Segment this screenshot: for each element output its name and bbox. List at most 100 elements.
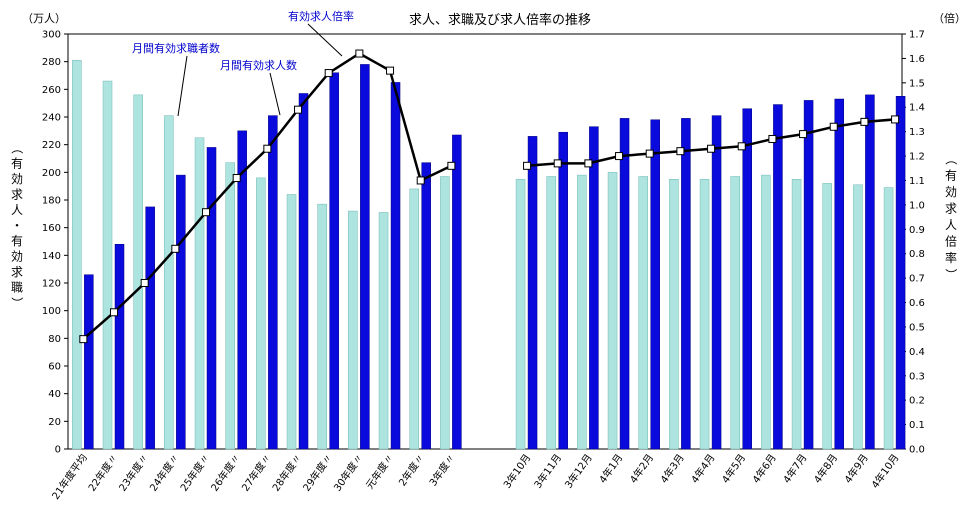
ratio-marker xyxy=(171,244,180,253)
openings-bar xyxy=(84,274,94,450)
left-axis-unit: （万人） xyxy=(22,12,66,25)
left-tick-label: 220 xyxy=(42,140,61,151)
left-axis-label: （有効求人・有効求職） xyxy=(10,142,24,309)
ratio-marker xyxy=(263,144,272,153)
axis-label-char: （ xyxy=(944,153,958,165)
openings-bar xyxy=(773,104,783,450)
seekers-bar xyxy=(409,188,419,450)
annotation-leader xyxy=(307,23,343,57)
seekers-bar xyxy=(546,176,556,450)
axis-label-char: 有 xyxy=(945,169,957,183)
ratio-marker xyxy=(737,142,746,151)
right-tick-label: 1.7 xyxy=(909,30,925,41)
left-tick-label: 160 xyxy=(42,223,61,234)
openings-bar xyxy=(421,162,431,450)
x-tick-label: 2年度〃 xyxy=(396,451,428,488)
right-tick-label: 0.8 xyxy=(909,249,925,260)
annotation-label: 月間有効求職者数 xyxy=(132,41,220,55)
left-tick-label: 100 xyxy=(42,306,61,317)
x-tick-label: 25年度〃 xyxy=(177,451,212,493)
openings-bar xyxy=(360,64,370,450)
right-tick-label: 1.5 xyxy=(909,78,925,89)
x-tick-label: 30年度〃 xyxy=(331,451,366,493)
x-tick-label: 27年度〃 xyxy=(239,451,274,493)
left-tick-label: 300 xyxy=(42,30,61,41)
right-tick-label: 1.3 xyxy=(909,127,925,138)
x-tick-label: 4年9月 xyxy=(841,451,870,485)
left-tick-label: 140 xyxy=(42,251,61,262)
seekers-bar xyxy=(102,80,113,450)
openings-bar xyxy=(390,82,401,450)
left-tick-label: 280 xyxy=(42,57,61,68)
seekers-bar xyxy=(822,183,832,450)
x-tick-label: 4年7月 xyxy=(780,451,809,485)
bars xyxy=(72,60,906,450)
x-tick-label: 21年度平均 xyxy=(49,451,90,502)
axis-label-char: 求 xyxy=(945,202,957,216)
annotation-leader xyxy=(269,72,281,116)
openings-bar xyxy=(589,126,599,450)
openings-bar xyxy=(558,131,568,450)
openings-bar xyxy=(650,119,660,450)
annotation-label: 月間有効求人数 xyxy=(220,58,297,72)
left-tick-label: 240 xyxy=(42,113,61,124)
axis-label-char: ・ xyxy=(11,219,23,233)
axis-label-char: 効 xyxy=(945,184,957,199)
left-tick-label: 180 xyxy=(42,196,61,207)
ratio-marker xyxy=(294,105,303,114)
ratio-marker xyxy=(523,161,532,170)
right-tick-label: 1.1 xyxy=(909,176,925,187)
ratio-marker xyxy=(645,149,654,158)
axis-label-char: 求 xyxy=(11,188,23,202)
right-tick-label: 1.4 xyxy=(909,103,925,114)
ratio-marker xyxy=(447,161,456,170)
x-tick-label: 26年度〃 xyxy=(208,451,243,493)
right-tick-label: 0.1 xyxy=(909,420,925,431)
ratio-marker xyxy=(707,144,716,153)
x-tick-label: 元年度〃 xyxy=(363,451,397,491)
ratio-marker xyxy=(386,66,395,75)
x-tick-label: 23年度〃 xyxy=(116,451,151,493)
ratio-marker xyxy=(891,115,900,124)
axis-label-char: 人 xyxy=(945,218,957,232)
ratio-marker xyxy=(584,159,593,168)
x-tick-label: 4年1月 xyxy=(596,451,625,485)
seekers-bar xyxy=(577,174,587,450)
axis-label-char: 職 xyxy=(11,281,23,295)
seekers-bar xyxy=(515,179,526,450)
seekers-bar xyxy=(286,194,297,450)
openings-bar xyxy=(527,136,538,450)
openings-bar xyxy=(895,96,906,450)
ratio-marker xyxy=(416,176,425,185)
x-tick-label: 28年度〃 xyxy=(269,451,304,493)
seekers-bar xyxy=(317,203,327,450)
openings-bar xyxy=(803,100,814,450)
seekers-bar xyxy=(133,94,143,450)
x-tick-label: 4年10月 xyxy=(868,451,901,490)
seekers-bar xyxy=(72,60,82,450)
seekers-bar xyxy=(440,176,450,450)
right-tick-label: 0.3 xyxy=(909,371,925,382)
openings-bar xyxy=(176,174,186,450)
seekers-bar xyxy=(883,187,894,450)
axis-label-char: （ xyxy=(10,142,24,154)
ratio-marker xyxy=(860,117,869,126)
right-tick-label: 1.6 xyxy=(909,54,925,65)
x-tick-label: 4年3月 xyxy=(657,451,686,485)
axis-label-char: 有 xyxy=(11,234,23,248)
openings-bar xyxy=(145,206,155,450)
right-axis-label: （ 有効求人倍率 ） xyxy=(944,153,958,281)
left-tick-label: 60 xyxy=(48,362,61,373)
seekers-bar xyxy=(761,174,771,450)
x-axis-labels: 21年度平均22年度〃23年度〃24年度〃25年度〃26年度〃27年度〃28年度… xyxy=(49,451,902,502)
right-tick-label: 0.9 xyxy=(909,225,925,236)
right-axis-unit: （倍） xyxy=(933,11,966,25)
axis-label-char: 有 xyxy=(11,157,23,171)
seekers-bar xyxy=(730,176,740,450)
ratio-marker xyxy=(79,335,88,344)
seekers-bar xyxy=(669,179,679,450)
seekers-bar xyxy=(378,212,389,450)
right-axis: 0.0 0.1 0.2 0.3 0.4 0.5 0.6 0.7 0.8 0.9 1.0 1.1 1.2 1… xyxy=(902,30,925,456)
left-tick-label: 80 xyxy=(48,334,61,345)
